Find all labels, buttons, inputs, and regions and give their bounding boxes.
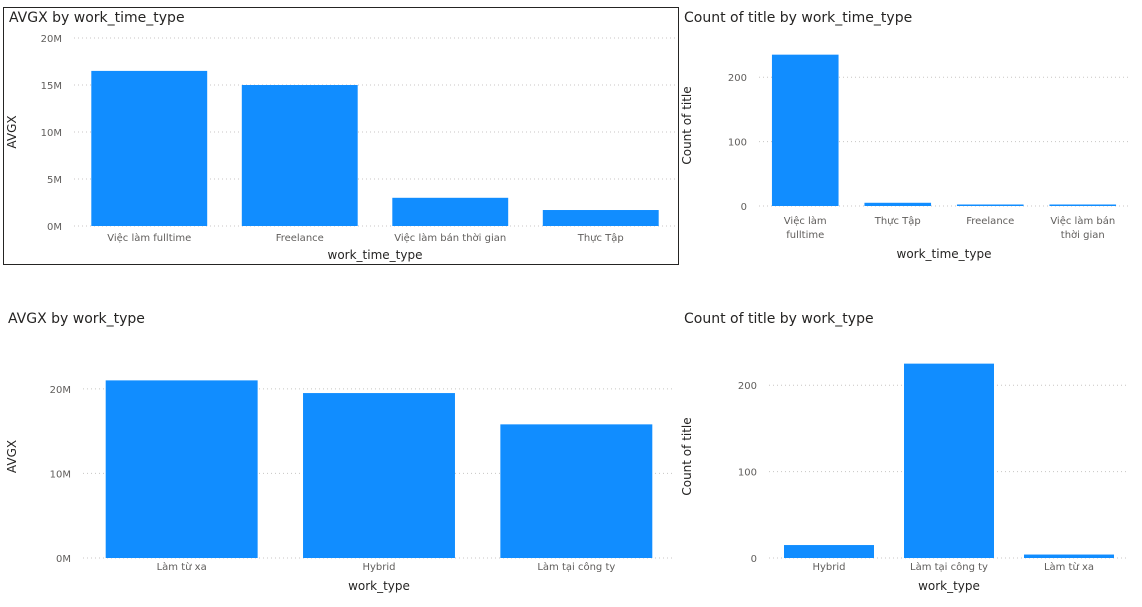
y-axis-title: Count of title xyxy=(680,86,694,164)
x-tick-label: Việc làm bán thời gian xyxy=(394,232,506,244)
y-tick-label: 0 xyxy=(741,202,747,213)
x-tick-label: Việc làm fulltime xyxy=(107,232,191,244)
bar xyxy=(542,210,659,226)
chart-title: Count of title by work_time_type xyxy=(684,10,913,26)
y-tick-label: 200 xyxy=(738,381,757,392)
y-axis-title: Count of title xyxy=(680,417,694,495)
x-axis-title: work_time_type xyxy=(328,248,423,262)
bar xyxy=(1024,554,1114,558)
bar xyxy=(904,363,994,558)
bar xyxy=(784,545,874,558)
chart-count-by-work-type[interactable]: Count of title by work_type 0 100 200 Hybri… xyxy=(679,305,1134,603)
y-tick-label: 10M xyxy=(50,469,71,480)
chart-title: AVGX by work_time_type xyxy=(9,10,185,26)
bar xyxy=(105,380,258,558)
y-tick-label: 100 xyxy=(728,138,747,149)
x-tick-label: Hybrid xyxy=(812,562,845,573)
y-tick-label: 0M xyxy=(56,554,71,565)
chart-plot[interactable]: 0M 5M 10M 15M 20M Việc làm fulltime Freelance V… xyxy=(4,8,680,266)
chart-avgx-by-work-time-type[interactable]: AVGX by work_time_type 0M 5M 10M 15M 20M Việc… xyxy=(3,7,679,265)
x-tick-label: Hybrid xyxy=(362,562,395,573)
y-tick-label: 0M xyxy=(47,222,62,233)
y-tick-label: 20M xyxy=(41,34,62,45)
bar xyxy=(392,197,509,226)
x-tick-label: Thực Tập xyxy=(577,232,624,244)
bar xyxy=(864,202,932,206)
y-tick-label: 15M xyxy=(41,81,62,92)
x-tick-label: Việc làm fulltime xyxy=(784,215,827,241)
bar xyxy=(500,424,653,558)
y-tick-label: 20M xyxy=(50,385,71,396)
bar xyxy=(1049,204,1117,206)
chart-title: Count of title by work_type xyxy=(684,311,874,327)
chart-plot[interactable]: 0M 10M 20M Làm từ xa Hybrid Làm tại công ty wo… xyxy=(3,305,679,603)
chart-title: AVGX by work_type xyxy=(8,311,145,327)
x-tick-label: Việc làm bán thời gian xyxy=(1050,215,1115,241)
y-tick-label: 10M xyxy=(41,128,62,139)
y-tick-label: 5M xyxy=(47,175,62,186)
y-axis-title: AVGX xyxy=(5,440,19,473)
x-axis-title: work_type xyxy=(348,579,410,593)
x-tick-label: Thực Tập xyxy=(874,215,921,227)
chart-avgx-by-work-type[interactable]: AVGX by work_type 0M 10M 20M Làm từ xa Hybri… xyxy=(3,305,679,603)
chart-plot[interactable]: 0 100 200 Hybrid Làm tại công ty Làm từ xa wor… xyxy=(679,305,1134,603)
x-tick-label: Làm từ xa xyxy=(157,561,207,573)
y-tick-label: 200 xyxy=(728,73,747,84)
y-tick-label: 0 xyxy=(751,554,757,565)
bar xyxy=(956,204,1024,206)
x-tick-label: Làm tại công ty xyxy=(910,561,988,573)
x-tick-label: Freelance xyxy=(966,216,1014,227)
x-axis-title: work_type xyxy=(918,579,980,593)
y-axis-title: AVGX xyxy=(5,115,19,148)
x-tick-label: Làm tại công ty xyxy=(537,561,615,573)
chart-count-by-work-time-type[interactable]: Count of title by work_time_type 0 100 200… xyxy=(679,7,1134,265)
bar xyxy=(241,85,358,226)
x-tick-label: Freelance xyxy=(276,233,324,244)
chart-plot[interactable]: 0 100 200 Việc làm fulltime Thực Tập Freelance… xyxy=(679,7,1134,265)
bar xyxy=(771,54,839,206)
bar xyxy=(303,393,455,558)
x-axis-title: work_time_type xyxy=(897,247,992,261)
x-tick-label: Làm từ xa xyxy=(1044,561,1094,573)
bar xyxy=(91,70,208,227)
y-tick-label: 100 xyxy=(738,468,757,479)
